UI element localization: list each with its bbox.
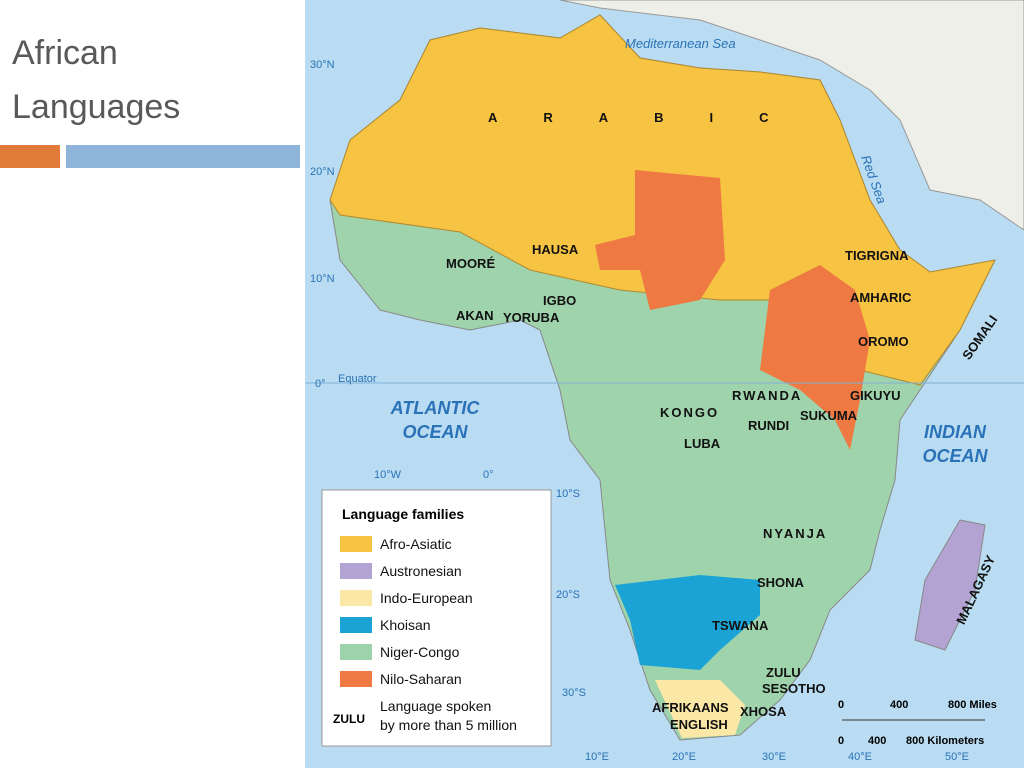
legend-label: Nilo-Saharan — [380, 671, 462, 687]
scale-label: 400 — [890, 699, 908, 711]
language-label: AFRIKAANS — [652, 700, 729, 715]
language-label: SESOTHO — [762, 681, 826, 696]
language-label: AMHARIC — [850, 290, 912, 305]
language-label: TIGRIGNA — [845, 248, 909, 263]
map — [305, 0, 1024, 768]
water-label-box: ATLANTIC OCEAN — [390, 398, 480, 442]
language-label: RWANDA — [732, 388, 802, 403]
language-label: MOORÉ — [446, 256, 495, 271]
legend-swatch — [340, 536, 372, 552]
language-label: LUBA — [684, 436, 721, 451]
latitude-label: 10°N — [310, 273, 335, 285]
scale-label: 400 — [868, 735, 886, 747]
accent-bar — [0, 145, 60, 168]
latitude-label: 20°S — [556, 589, 580, 601]
language-label: ARABIC — [488, 110, 815, 125]
legend-title: Language families — [342, 506, 464, 522]
latitude-label: 10°S — [556, 488, 580, 500]
legend-example-text: Language spoken — [380, 698, 491, 714]
longitude-label: 10°W — [374, 469, 402, 481]
language-label: NYANJA — [763, 526, 827, 541]
legend-example-text: by more than 5 million — [380, 717, 517, 733]
legend: Language families Afro-Asiatic Austronesi… — [321, 489, 552, 747]
region-nilo-saharan — [760, 265, 870, 450]
equator-label: Equator — [338, 373, 377, 385]
region-khoisan — [615, 575, 760, 670]
language-label: IGBO — [543, 293, 576, 308]
scale-label: 0 — [838, 735, 844, 747]
legend-label: Austronesian — [380, 563, 462, 579]
longitude-label: 40°E — [848, 751, 872, 763]
language-label: KONGO — [660, 405, 719, 420]
longitude-label: 30°E — [762, 751, 786, 763]
latitude-label: 20°N — [310, 166, 335, 178]
longitude-label: 10°E — [585, 751, 609, 763]
scale-bar: 0 400 800 Miles 0 400 800 Kilometers — [838, 699, 997, 747]
water-label: ATLANTIC OCEAN — [390, 398, 480, 442]
language-label: OROMO — [858, 334, 909, 349]
language-label: RUNDI — [748, 418, 789, 433]
language-label: HAUSA — [532, 242, 579, 257]
latitude-label: 0° — [315, 378, 326, 390]
scale-label: 800 Miles — [948, 699, 997, 711]
legend-swatch — [340, 617, 372, 633]
language-label: TSWANA — [712, 618, 769, 633]
madagascar — [914, 519, 986, 651]
language-label: ZULU — [766, 665, 801, 680]
language-label: GIKUYU — [850, 388, 901, 403]
legend-swatch — [340, 644, 372, 660]
language-label: YORUBA — [503, 310, 560, 325]
longitude-label: 50°E — [945, 751, 969, 763]
scale-label: 800 Kilometers — [906, 735, 984, 747]
land-eurasia — [559, 0, 1024, 231]
legend-label: Khoisan — [380, 617, 431, 633]
water-label: Mediterranean Sea — [625, 36, 736, 51]
legend-label: Niger-Congo — [380, 644, 460, 660]
legend-example-label: ZULU — [333, 712, 365, 726]
legend-label: Indo-European — [380, 590, 473, 606]
slide-title: African Languages — [12, 34, 181, 126]
water-label-box: INDIAN OCEAN — [922, 422, 988, 466]
latitude-label: 30°S — [562, 687, 586, 699]
latitude-label: 30°N — [310, 59, 335, 71]
legend-items: Afro-Asiatic Austronesian Indo-European Kho… — [340, 536, 473, 687]
legend-label: Afro-Asiatic — [380, 536, 452, 552]
language-label: ENGLISH — [670, 717, 728, 732]
longitude-label: 0° — [483, 469, 494, 481]
region-nilo-saharan — [595, 170, 725, 310]
legend-swatch — [340, 590, 372, 606]
language-label: AKAN — [456, 308, 494, 323]
language-label: XHOSA — [740, 704, 787, 719]
legend-swatch — [340, 563, 372, 579]
region-indo-european — [655, 680, 745, 738]
language-label: SUKUMA — [800, 408, 858, 423]
longitude-label: 20°E — [672, 751, 696, 763]
legend-swatch — [340, 671, 372, 687]
accent-bar — [66, 145, 300, 168]
scale-label: 0 — [838, 699, 844, 711]
language-label: SHONA — [757, 575, 805, 590]
water-label: INDIAN OCEAN — [922, 422, 988, 466]
